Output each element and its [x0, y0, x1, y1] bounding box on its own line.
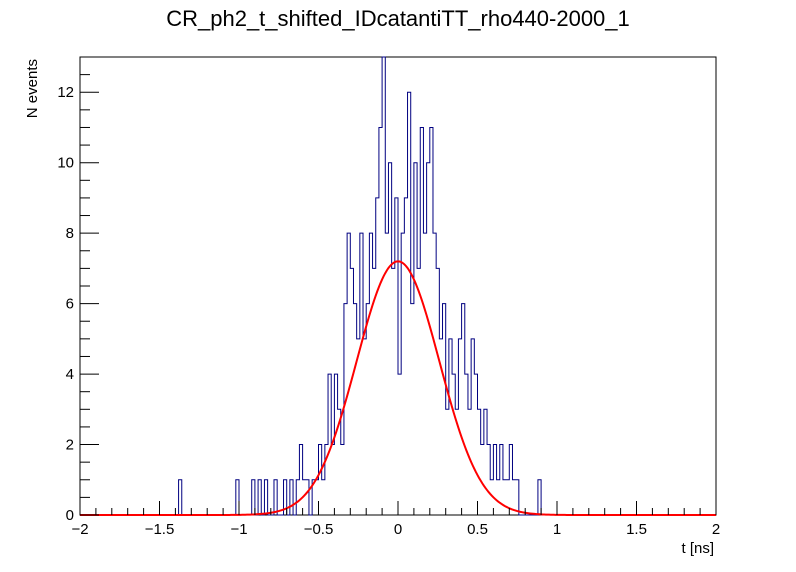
y-axis-label: N events	[24, 59, 41, 118]
x-tick-label: 0.5	[467, 521, 488, 538]
histogram-step-line	[80, 56, 716, 516]
x-tick-label: 1	[553, 521, 561, 538]
fit-curve-line	[80, 260, 716, 516]
y-tick-label: 4	[66, 366, 74, 383]
x-axis-label: t [ns]	[681, 540, 714, 557]
x-tick-label: −2	[71, 521, 88, 538]
y-tick-label: 10	[57, 155, 74, 172]
x-tick-label: 2	[712, 521, 720, 538]
x-tick-label: 1.5	[626, 521, 647, 538]
gaussian-fit-series	[80, 260, 716, 516]
y-tick-label: 12	[57, 84, 74, 101]
x-tick-label: −1	[230, 521, 247, 538]
x-tick-label: −1.5	[145, 521, 175, 538]
y-tick-label: 0	[66, 507, 74, 524]
histogram-series	[80, 56, 716, 516]
y-tick-label: 6	[66, 296, 74, 313]
y-tick-label: 2	[66, 437, 74, 454]
chart-title: CR_ph2_t_shifted_IDcatantiTT_rho440-2000…	[166, 6, 630, 31]
x-tick-label: 0	[394, 521, 402, 538]
axes: −2 −1.5 −1 −0.5 0 0.5 1 1.5 2 0 2 4 6 8 10 12	[57, 56, 720, 538]
x-tick-label: −0.5	[304, 521, 334, 538]
y-tick-label: 8	[66, 225, 74, 242]
